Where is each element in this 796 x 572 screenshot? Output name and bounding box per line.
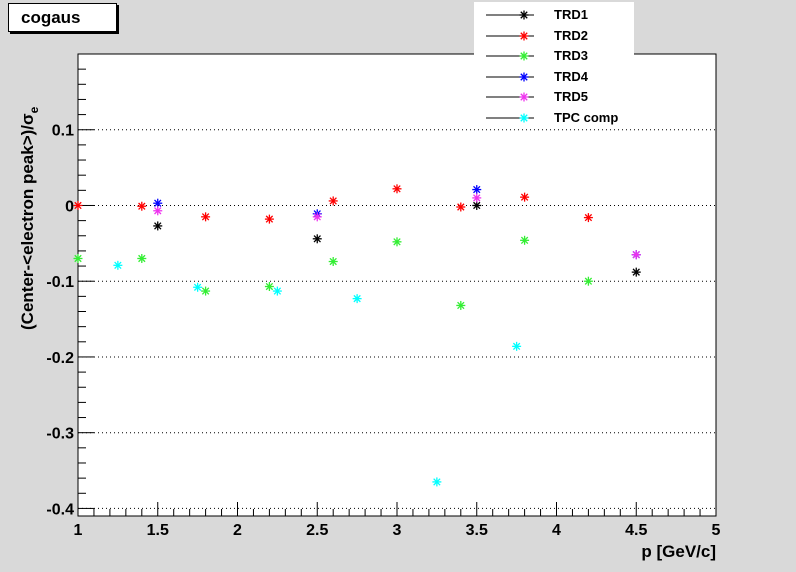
data-point-trd1 [312,234,322,244]
legend-entry-tpc-comp: TPC comp [474,108,634,128]
data-point-trd4 [472,185,482,195]
data-point-trd3 [264,282,274,292]
x-tick-label: 4.5 [625,522,647,539]
legend-marker [486,113,534,122]
y-tick-label: -0.4 [46,501,74,518]
data-point-tpc-comp [113,260,123,270]
x-tick-label: 4 [552,522,561,539]
data-point-trd3 [520,235,530,245]
svg-text:(Center-<electron peak>)/σe: (Center-<electron peak>)/σe [18,106,41,330]
y-tick-label: -0.3 [46,426,74,443]
x-tick-label: 3 [393,522,402,539]
data-point-tpc-comp [432,477,442,487]
data-point-tpc-comp [272,286,282,296]
x-tick-label: 5 [712,522,721,539]
legend-entry-trd4: TRD4 [474,67,634,87]
legend-marker [486,72,534,81]
data-point-trd1 [472,200,482,210]
data-point-trd3 [73,253,83,263]
data-point-trd4 [153,198,163,208]
legend-label: TRD2 [554,27,588,43]
data-point-trd2 [456,202,466,212]
data-point-trd3 [201,286,211,296]
legend-marker [486,51,534,61]
data-point-trd3 [392,237,402,247]
axes: 0.1 0 -0.1 -0.2 -0.3 -0.41 1.5 2 2.5 3 3.5 4 4.5 5 [46,68,721,539]
y-tick-label: -0.1 [46,274,74,291]
data-point-trd3 [137,253,147,263]
data-point-trd2 [328,196,338,206]
data-point-trd2 [520,192,530,202]
legend: TRD1 TRD2 TRD3 TRD4 TRD5 TPC comp [474,2,634,126]
x-tick-label: 2 [233,522,242,539]
y-tick-label: 0.1 [52,123,74,140]
data-markers [73,184,641,487]
data-point-trd5 [631,250,641,260]
data-point-tpc-comp [352,294,362,304]
data-point-trd3 [456,300,466,310]
data-point-trd5 [312,212,322,222]
x-tick-label: 1 [74,522,83,539]
legend-entry-trd2: TRD2 [474,26,634,46]
data-point-trd2 [264,214,274,224]
data-point-trd2 [201,212,211,222]
x-tick-label: 1.5 [147,522,169,539]
legend-label: TRD3 [554,48,588,63]
y-axis-label-subscript: e [27,106,41,113]
x-tick-label: 2.5 [306,522,328,539]
x-tick-label: 3.5 [466,522,488,539]
legend-label: TPC comp [554,109,619,125]
legend-marker [486,10,534,20]
y-tick-label: 0 [65,198,74,215]
data-point-tpc-comp [512,341,522,351]
plot-frame [77,53,717,517]
legend-marker [486,31,534,40]
data-point-trd2 [583,213,593,223]
legend-label: TRD5 [554,89,588,104]
data-point-trd2 [73,200,83,210]
data-point-trd5 [153,206,163,216]
legend-label: TRD4 [554,68,588,84]
legend-entry-trd3: TRD3 [474,46,634,66]
data-point-trd1 [153,221,163,231]
data-point-trd3 [328,257,338,267]
y-axis-label-main: (Center-<electron peak>)/σ [18,113,37,330]
data-point-trd3 [583,276,593,286]
legend-entry-trd1: TRD1 [474,5,634,25]
data-point-trd1 [631,267,641,277]
chart-title: cogaus [8,3,117,32]
legend-marker [486,92,534,102]
x-axis-label: p [GeV/c] [641,542,716,561]
legend-label: TRD1 [554,7,588,22]
data-point-tpc-comp [193,282,203,292]
data-point-trd2 [392,184,402,194]
legend-entry-trd5: TRD5 [474,87,634,107]
data-point-trd5 [472,193,482,203]
data-point-trd2 [137,201,147,211]
y-tick-label: -0.2 [46,350,74,367]
y-axis-label: (Center-<electron peak>)/σe [18,106,41,330]
